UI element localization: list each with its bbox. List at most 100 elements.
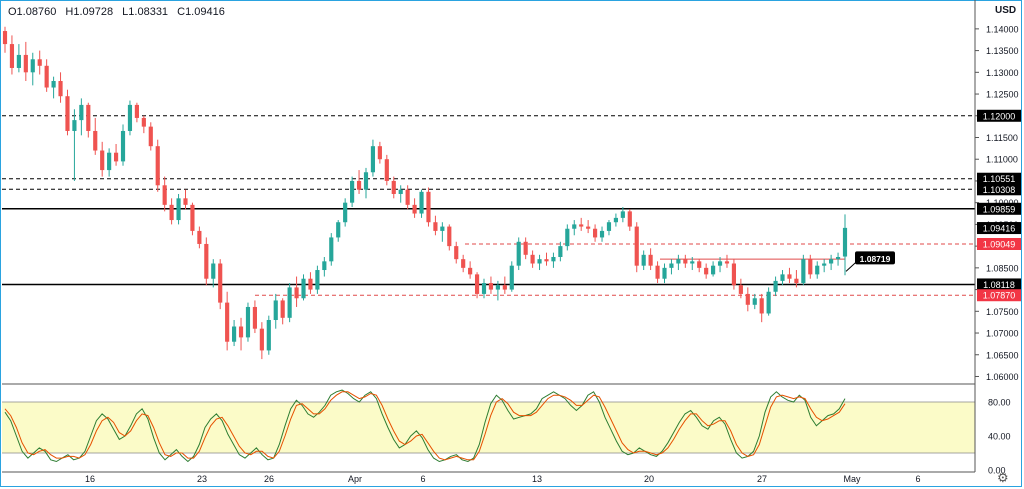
candles [2, 26, 848, 360]
candle-body [44, 65, 49, 88]
candle-body [308, 278, 313, 290]
x-tick-label: Apr [348, 474, 362, 484]
candle-body [162, 185, 167, 205]
candle-body [655, 265, 660, 279]
currency-label[interactable]: USD [995, 5, 1017, 16]
candle-body [322, 261, 327, 271]
candle-body [259, 328, 264, 351]
ohlc-open: O1.08760 [8, 6, 57, 18]
candle-body [474, 274, 480, 294]
x-tick-label: May [843, 474, 861, 484]
candle-body [343, 202, 348, 223]
gear-icon[interactable]: ⚙ [997, 470, 1009, 485]
level-label-box [977, 109, 1021, 122]
candle-body [100, 150, 105, 171]
candle-body [468, 267, 473, 275]
candle-body [842, 227, 848, 257]
candle-body [579, 224, 584, 227]
candle-body [363, 172, 369, 190]
candle-body [537, 259, 542, 264]
candle-body [127, 104, 133, 131]
x-tick-label: 20 [644, 474, 654, 484]
candle-body [197, 230, 202, 244]
x-tick-label: 16 [85, 474, 95, 484]
candle-body [801, 259, 806, 284]
candle-body [829, 259, 834, 264]
stoch-d-line [4, 391, 846, 461]
ohlc-low: L1.08331 [122, 6, 169, 18]
candle-body [120, 130, 126, 162]
candle-body [752, 298, 757, 305]
candle-body [58, 81, 63, 97]
candle-body [773, 280, 778, 292]
candle-body [23, 54, 28, 73]
current-price-box [977, 222, 1021, 235]
candle-body [488, 283, 494, 290]
candle-body [169, 204, 174, 221]
candle-body [808, 259, 813, 275]
y-axis-label: 1.08500 [986, 263, 1019, 273]
stoch-k-line [4, 389, 846, 463]
level-label-box [977, 202, 1021, 215]
level-label-box [977, 237, 1021, 250]
y-axis-label: 1.07000 [986, 329, 1019, 339]
candle-body [454, 246, 459, 260]
candle-body [141, 117, 146, 127]
callout-label: 1.08719 [860, 254, 891, 264]
ohlc-header: O1.08760 H1.09728 L1.08331 C1.09416 [8, 6, 231, 18]
candle-body [759, 298, 764, 314]
x-tick-label: 6 [420, 474, 425, 484]
candle-body [794, 278, 799, 284]
level-label-box [977, 183, 1021, 196]
candle-body [704, 267, 709, 275]
candle-body [204, 243, 209, 279]
candle-body [93, 130, 98, 151]
candle-body [509, 265, 514, 290]
candle-body [176, 198, 181, 221]
stoch-axis-label: 40.00 [988, 432, 1011, 442]
candle-body [86, 104, 91, 131]
candle-body [606, 222, 612, 231]
y-axis-label: 1.06000 [986, 372, 1019, 382]
candle-body [266, 319, 271, 351]
candle-body [551, 256, 556, 262]
level-label-box [977, 278, 1021, 291]
candle-body [315, 270, 320, 290]
candle-body [329, 237, 334, 262]
stoch-axis-label: 0.00 [988, 466, 1006, 476]
stochastic-panel [2, 389, 975, 463]
candle-body [634, 226, 639, 266]
level-label: 1.12000 [983, 111, 1016, 121]
candle-body [627, 211, 632, 227]
candle-body [641, 254, 646, 266]
candle-body [398, 189, 403, 194]
candle-body [65, 96, 70, 131]
ohlc-high: H1.09728 [65, 6, 114, 18]
candle-body [287, 287, 292, 318]
level-label: 1.10308 [983, 185, 1016, 195]
y-axis-label: 1.14000 [986, 24, 1019, 34]
y-axis-label: 1.13500 [986, 46, 1019, 56]
candle-body [738, 285, 743, 294]
candle-body [724, 261, 730, 264]
candle-body [273, 300, 278, 320]
candle-body [405, 189, 410, 205]
candle-body [294, 287, 299, 299]
callout-box [855, 251, 895, 265]
candle-body [148, 126, 153, 147]
level-label-box [977, 172, 1021, 185]
y-axis-label: 1.11500 [986, 133, 1018, 143]
candle-body [350, 180, 355, 203]
candle-body [134, 104, 139, 118]
candle-body [356, 180, 362, 190]
candle-body [544, 259, 549, 262]
x-tick-label: 26 [264, 474, 274, 484]
x-tick-label: 27 [757, 474, 767, 484]
ohlc-close: C1.09416 [177, 6, 225, 18]
stoch-axis-label: 80.00 [988, 398, 1011, 408]
candle-body [711, 265, 716, 275]
candle-body [232, 326, 237, 342]
level-label: 1.10551 [983, 174, 1016, 184]
